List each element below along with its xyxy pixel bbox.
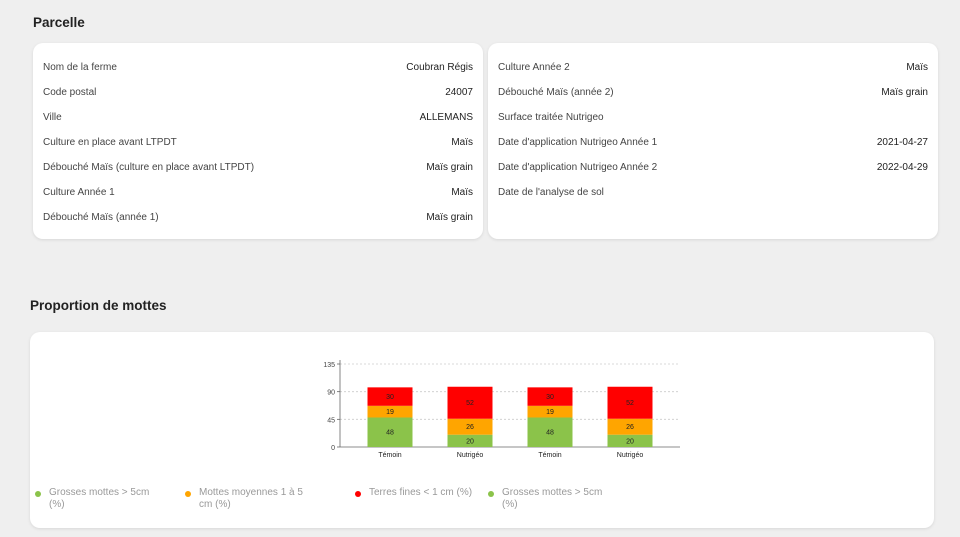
- data-label: 20: [466, 438, 474, 445]
- parcelle-right-row: Débouché Maïs (année 2) Maïs grain: [488, 80, 938, 105]
- field-label: Surface traitée Nutrigeo: [498, 112, 604, 123]
- bar-segment: [607, 418, 653, 435]
- bar-segment: [447, 434, 493, 447]
- parcelle-rows-left: Nom de la ferme Coubran Régis Code postal 2…: [33, 43, 483, 230]
- bar-segment: [527, 417, 573, 447]
- parcelle-card-right: Culture Année 2 Maïs Débouché Maïs (année …: [488, 43, 938, 239]
- x-tick-label: Témoin: [538, 452, 561, 459]
- parcelle-card-left: Nom de la ferme Coubran Régis Code postal 2…: [33, 43, 483, 239]
- parcelle-left-row: Ville ALLEMANS: [33, 105, 483, 130]
- bar-segment: [367, 417, 413, 447]
- data-label: 30: [386, 394, 394, 401]
- legend-label: Grosses mottes > 5cm (%): [502, 487, 603, 510]
- parcelle-right-row: Culture Année 2 Maïs: [488, 55, 938, 80]
- bar-segment: [607, 434, 653, 447]
- chart-legend: Grosses mottes > 5cm (%) Mottes moyennes …: [30, 487, 934, 523]
- parcelle-left-row: Débouché Maïs (culture en place avant LT…: [33, 155, 483, 180]
- y-tick-label: 90: [327, 390, 335, 397]
- data-label: 30: [546, 394, 554, 401]
- data-label: 48: [386, 430, 394, 437]
- parcelle-rows-right: Culture Année 2 Maïs Débouché Maïs (année …: [488, 43, 938, 205]
- parcelle-left-row: Code postal 24007: [33, 80, 483, 105]
- field-label: Culture en place avant LTPDT: [43, 137, 177, 148]
- mottes-chart-card: 0 45 90 135 48 19 30 Témoin 20 26 52 Nutrigéo 48 19 30…: [30, 332, 934, 528]
- legend-item[interactable]: Mottes moyennes 1 à 5 cm (%): [185, 487, 314, 511]
- field-value: Maïs grain: [426, 162, 473, 173]
- field-value: ALLEMANS: [419, 112, 473, 123]
- field-label: Débouché Maïs (culture en place avant LT…: [43, 162, 255, 173]
- field-label: Débouché Maïs (année 1): [43, 212, 159, 223]
- field-value: Maïs: [451, 187, 473, 198]
- legend-label: Mottes moyennes 1 à 5 cm (%): [199, 487, 303, 510]
- mottes-chart: 0 45 90 135 48 19 30 Témoin 20 26 52 Nutrigéo 48 19 30…: [323, 360, 680, 459]
- data-label: 52: [466, 400, 474, 407]
- parcelle-left-row: Nom de la ferme Coubran Régis: [33, 55, 483, 80]
- field-value: Coubran Régis: [406, 62, 473, 73]
- field-value: 2021-04-27: [876, 137, 928, 148]
- legend-dot-icon: [185, 491, 191, 497]
- field-label: Date d'application Nutrigeo Année 1: [498, 137, 658, 148]
- data-label: 19: [386, 409, 394, 416]
- legend-label: Terres fines < 1 cm (%): [369, 487, 473, 498]
- legend-item[interactable]: Grosses mottes > 5cm (%): [488, 487, 617, 511]
- parcelle-right-row: Date d'application Nutrigeo Année 1 2021-…: [488, 130, 938, 155]
- field-label: Culture Année 1: [43, 187, 115, 198]
- x-tick-label: Nutrigéo: [457, 452, 484, 459]
- field-value: Maïs grain: [426, 212, 473, 223]
- field-value: Maïs: [906, 62, 928, 73]
- parcelle-right-row: Date de l'analyse de sol: [488, 180, 938, 205]
- legend-dot-icon: [488, 491, 494, 497]
- field-label: Débouché Maïs (année 2): [498, 87, 614, 98]
- y-tick-label: 0: [331, 445, 335, 452]
- data-label: 48: [546, 430, 554, 437]
- field-value: 24007: [445, 87, 473, 98]
- parcelle-right-row: Surface traitée Nutrigeo: [488, 105, 938, 130]
- field-label: Date de l'analyse de sol: [498, 187, 604, 198]
- data-label: 20: [626, 438, 634, 445]
- y-tick-label: 45: [327, 417, 335, 424]
- bar-segment: [447, 418, 493, 435]
- parcelle-title: Parcelle: [33, 15, 85, 30]
- legend-item[interactable]: Grosses mottes > 5cm (%): [35, 487, 164, 511]
- parcelle-left-row: Débouché Maïs (année 1) Maïs grain: [33, 205, 483, 230]
- parcelle-left-row: Culture Année 1 Maïs: [33, 180, 483, 205]
- parcelle-right-row: Date d'application Nutrigeo Année 2 2022-…: [488, 155, 938, 180]
- field-label: Date d'application Nutrigeo Année 2: [498, 162, 658, 173]
- x-tick-label: Témoin: [378, 452, 401, 459]
- field-label: Culture Année 2: [498, 62, 570, 73]
- data-label: 19: [546, 409, 554, 416]
- field-value: 2022-04-29: [876, 162, 928, 173]
- field-value: Maïs: [451, 137, 473, 148]
- bar-segment: [527, 405, 573, 418]
- bar-segment: [527, 387, 573, 406]
- parcelle-left-row: Culture en place avant LTPDT Maïs: [33, 130, 483, 155]
- legend-item[interactable]: Terres fines < 1 cm (%): [355, 487, 484, 499]
- legend-dot-icon: [355, 491, 361, 497]
- bar-segment: [367, 387, 413, 406]
- x-tick-label: Nutrigéo: [617, 452, 644, 459]
- data-label: 52: [626, 400, 634, 407]
- data-label: 26: [626, 424, 634, 431]
- bar-segment: [447, 386, 493, 419]
- field-label: Code postal: [43, 87, 97, 98]
- bar-segment: [367, 405, 413, 418]
- field-label: Ville: [43, 112, 62, 123]
- y-tick-label: 135: [323, 362, 335, 369]
- mottes-title: Proportion de mottes: [30, 298, 167, 313]
- field-value: Maïs grain: [881, 87, 928, 98]
- legend-label: Grosses mottes > 5cm (%): [49, 487, 150, 510]
- field-label: Nom de la ferme: [43, 62, 117, 73]
- data-label: 26: [466, 424, 474, 431]
- legend-dot-icon: [35, 491, 41, 497]
- bar-segment: [607, 386, 653, 419]
